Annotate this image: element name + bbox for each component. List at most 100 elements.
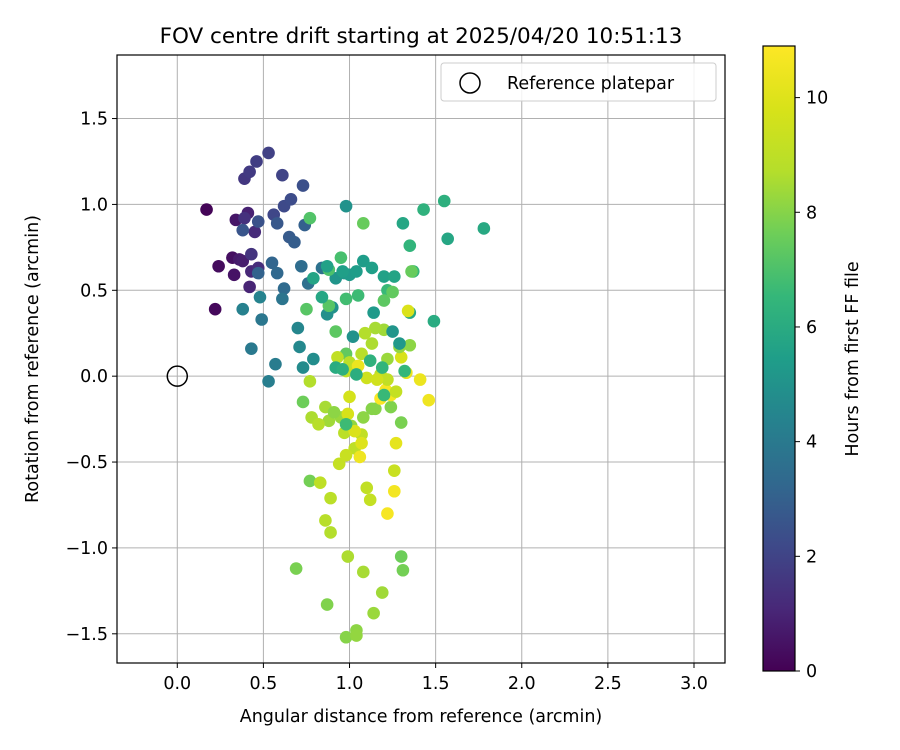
scatter-point xyxy=(339,417,353,431)
scatter-points xyxy=(200,146,491,644)
scatter-point xyxy=(236,254,250,268)
scatter-point xyxy=(339,448,353,462)
scatter-point xyxy=(363,493,377,507)
scatter-point xyxy=(367,306,380,319)
scatter-point xyxy=(375,361,389,374)
x-axis-label: Angular distance from reference (arcmin) xyxy=(240,707,603,727)
scatter-point xyxy=(313,476,327,489)
scatter-point xyxy=(477,222,491,235)
scatter-point xyxy=(441,232,454,246)
scatter-point xyxy=(294,259,308,273)
scatter-point xyxy=(377,270,391,283)
scatter-point xyxy=(245,342,258,355)
scatter-point xyxy=(243,165,256,179)
scatter-point xyxy=(346,330,360,343)
scatter-point xyxy=(270,266,284,280)
scatter-point xyxy=(251,215,265,228)
scatter-point xyxy=(343,390,356,404)
y-tick-label: −0.5 xyxy=(66,453,109,473)
x-tick-label: 1.5 xyxy=(422,674,450,694)
scatter-point xyxy=(348,424,361,438)
scatter-point xyxy=(394,350,408,364)
scatter-point xyxy=(396,563,410,577)
scatter-point xyxy=(417,203,430,216)
scatter-point xyxy=(357,217,370,230)
scatter-point xyxy=(381,507,394,520)
scatter-point xyxy=(398,364,411,378)
scatter-point xyxy=(386,325,399,338)
scatter-point xyxy=(262,375,275,388)
scatter-point xyxy=(289,562,303,575)
scatter-point xyxy=(351,289,365,302)
scatter-point xyxy=(365,261,379,275)
scatter-point xyxy=(320,598,334,611)
scatter-point xyxy=(324,491,337,505)
scatter-point xyxy=(200,203,213,216)
scatter-point xyxy=(357,411,370,424)
legend: Reference platepar xyxy=(440,62,717,102)
scatter-point xyxy=(255,313,268,326)
y-tick-label: 0.0 xyxy=(80,367,108,387)
scatter-point xyxy=(320,259,334,273)
scatter-point xyxy=(248,225,262,239)
reference-marker xyxy=(166,365,189,387)
scatter-point xyxy=(357,565,370,579)
scatter-point xyxy=(367,606,380,620)
scatter-point xyxy=(353,450,367,464)
scatter-point xyxy=(329,325,343,338)
scatter-point xyxy=(369,321,382,335)
scatter-point xyxy=(403,338,417,352)
x-tick-label: 2.5 xyxy=(594,674,622,694)
scatter-point xyxy=(236,223,250,237)
colorbar-tick-label: 4 xyxy=(806,433,817,453)
scatter-point xyxy=(212,259,225,273)
y-tick-label: 1.5 xyxy=(80,110,108,130)
scatter-point xyxy=(341,550,355,563)
y-tick-label: 0.5 xyxy=(80,281,108,301)
legend-marker-open-circle xyxy=(459,72,481,94)
scatter-point xyxy=(276,292,289,306)
scatter-point xyxy=(388,464,401,477)
scatter-point xyxy=(315,290,329,304)
scatter-point xyxy=(339,199,353,213)
colorbar-tick-label: 10 xyxy=(806,89,828,109)
scatter-point xyxy=(291,321,305,335)
colorbar-tick-label: 0 xyxy=(806,662,817,682)
scatter-point xyxy=(245,247,258,261)
scatter-point xyxy=(334,251,348,264)
scatter-point xyxy=(403,239,417,252)
x-tick-label: 2.0 xyxy=(508,674,536,694)
x-tick-label: 1.0 xyxy=(336,674,364,694)
scatter-point xyxy=(422,393,436,407)
scatter-point xyxy=(339,630,353,644)
scatter-point xyxy=(293,340,306,354)
legend-box xyxy=(440,62,717,102)
y-tick-label: −1.0 xyxy=(66,539,109,559)
colorbar xyxy=(762,45,796,672)
scatter-point xyxy=(394,416,408,429)
legend-label: Reference platepar xyxy=(507,74,675,94)
scatter-point xyxy=(288,235,301,249)
scatter-point xyxy=(360,371,374,385)
scatter-point xyxy=(341,407,355,421)
scatter-point xyxy=(355,436,368,450)
scatter-point xyxy=(327,405,341,419)
scatter-point xyxy=(312,417,325,431)
x-tick-label: 0.5 xyxy=(249,674,277,694)
scatter-point xyxy=(336,363,349,376)
scatter-point xyxy=(284,192,298,206)
colorbar-tick-label: 8 xyxy=(806,203,817,223)
scatter-point xyxy=(303,474,317,488)
scatter-point xyxy=(396,217,410,230)
scatter-point xyxy=(336,265,349,278)
scatter-point xyxy=(253,290,267,304)
scatter-point xyxy=(427,314,441,328)
scatter-point xyxy=(250,155,263,168)
scatter-point xyxy=(357,254,370,268)
scatter-point xyxy=(332,457,346,471)
scatter-point xyxy=(388,270,401,283)
scatter-point xyxy=(350,368,363,381)
scatter-point xyxy=(300,302,313,316)
scatter-point xyxy=(296,361,310,374)
